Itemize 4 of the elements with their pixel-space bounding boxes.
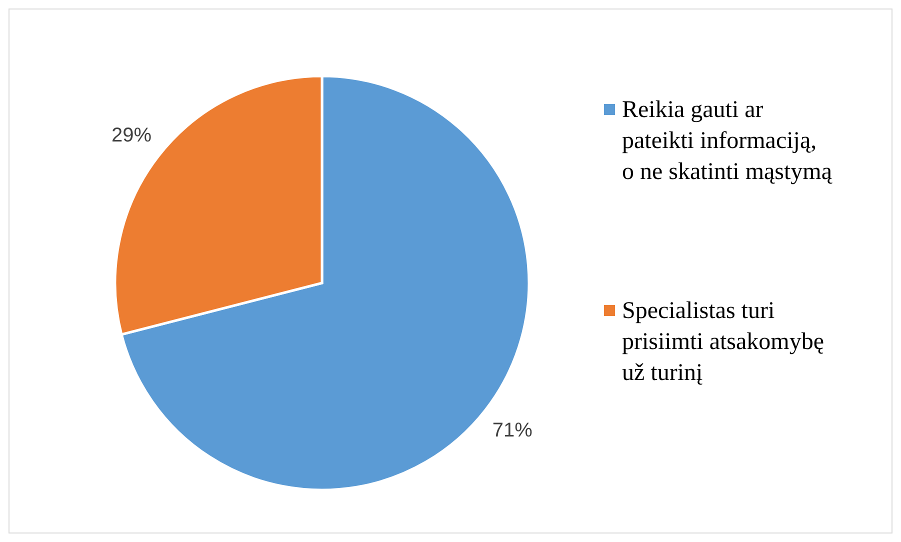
legend-label: Reikia gauti ar pateikti informaciją, o ne skatinti mąstymą <box>622 97 832 185</box>
data-label: 71% <box>492 420 533 442</box>
data-label: 29% <box>112 124 152 146</box>
legend-label: Specialistas turi prisiimti atsakomybę už turinį <box>622 298 824 386</box>
